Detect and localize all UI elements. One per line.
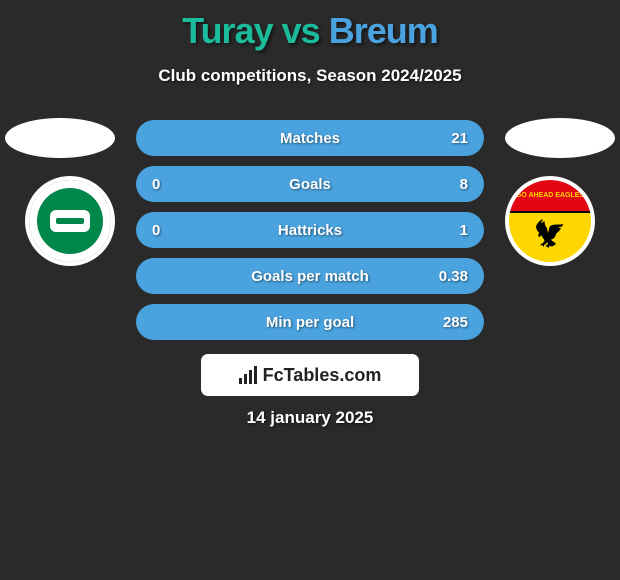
go-ahead-eagles-logo-icon: GO AHEAD EAGLES — [509, 180, 591, 262]
stat-row: Goals per match 0.38 — [136, 258, 484, 294]
bar-chart-icon — [239, 366, 257, 384]
stat-label: Hattricks — [278, 222, 342, 239]
player2-name: Breum — [329, 10, 438, 51]
stat-value-right: 8 — [460, 176, 468, 193]
stats-container: Matches 21 0 Goals 8 0 Hattricks 1 Goals per mat… — [136, 120, 484, 350]
stat-label: Goals — [289, 176, 331, 193]
fctables-label: FcTables.com — [263, 365, 382, 386]
stat-value-right: 1 — [460, 222, 468, 239]
eagles-top-text: GO AHEAD EAGLES — [509, 180, 591, 213]
stat-row: 0 Hattricks 1 — [136, 212, 484, 248]
stat-row: 0 Goals 8 — [136, 166, 484, 202]
stat-row: Matches 21 — [136, 120, 484, 156]
subtitle: Club competitions, Season 2024/2025 — [0, 66, 620, 86]
stat-value-right: 21 — [451, 130, 468, 147]
stat-value-right: 285 — [443, 314, 468, 331]
player1-photo-placeholder — [5, 118, 115, 158]
stat-label: Matches — [280, 130, 340, 147]
page-title: Turay vs Breum — [0, 0, 620, 52]
stat-value-left: 0 — [152, 222, 160, 239]
groningen-logo-icon — [29, 180, 111, 262]
stat-label: Min per goal — [266, 314, 354, 331]
fctables-badge: FcTables.com — [201, 354, 419, 396]
eagle-icon — [530, 220, 570, 255]
stat-row: Min per goal 285 — [136, 304, 484, 340]
club-badge-right: GO AHEAD EAGLES — [505, 176, 595, 266]
stat-label: Goals per match — [251, 268, 369, 285]
club-badge-left — [25, 176, 115, 266]
vs-label: vs — [282, 10, 320, 51]
player1-name: Turay — [182, 10, 272, 51]
stat-value-left: 0 — [152, 176, 160, 193]
date-label: 14 january 2025 — [247, 408, 374, 428]
player2-photo-placeholder — [505, 118, 615, 158]
stat-value-right: 0.38 — [439, 268, 468, 285]
